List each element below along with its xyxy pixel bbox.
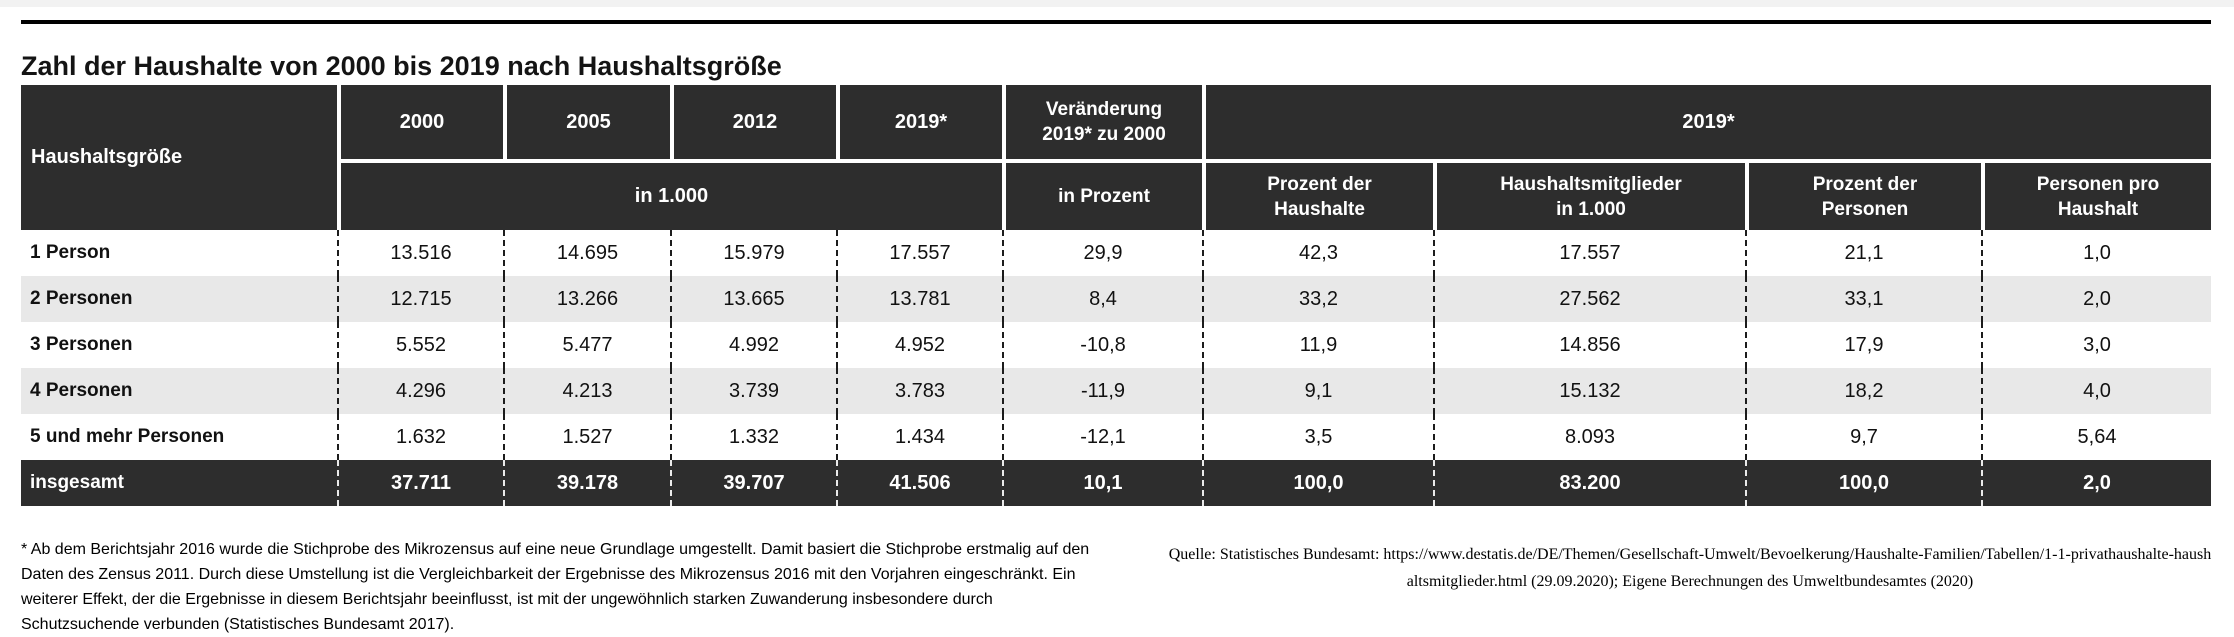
header-personen-pro-haushalt: Personen pro Haushalt	[1981, 163, 2211, 230]
value-cell: 15.979	[670, 230, 836, 276]
value-cell: 13.516	[337, 230, 503, 276]
value-cell: 8.093	[1433, 414, 1745, 460]
header-year-2012: 2012	[670, 85, 836, 159]
row-label: 1 Person	[21, 230, 337, 276]
header-prozent-personen: Prozent der Personen	[1745, 163, 1981, 230]
value-cell: 9,7	[1745, 414, 1981, 460]
header-year-2000: 2000	[337, 85, 503, 159]
value-cell: 5,64	[1981, 414, 2211, 460]
value-cell: 4.952	[836, 322, 1002, 368]
value-cell: 37.711	[337, 460, 503, 506]
value-cell: 17.557	[836, 230, 1002, 276]
value-cell: 4,0	[1981, 368, 2211, 414]
households-table: Haushaltsgröße 2000 2005 2012 2019* Verä…	[21, 85, 2211, 506]
value-cell: 1.434	[836, 414, 1002, 460]
value-cell: 13.781	[836, 276, 1002, 322]
value-cell: 100,0	[1202, 460, 1433, 506]
value-cell: 17,9	[1745, 322, 1981, 368]
value-cell: 4.296	[337, 368, 503, 414]
value-cell: 33,2	[1202, 276, 1433, 322]
top-gray-strip	[0, 0, 2234, 7]
value-cell: 8,4	[1002, 276, 1202, 322]
header-group-2019: 2019*	[1202, 85, 2211, 159]
top-rule	[21, 20, 2211, 24]
value-cell: 3,5	[1202, 414, 1433, 460]
value-cell: 3.739	[670, 368, 836, 414]
value-cell: 33,1	[1745, 276, 1981, 322]
value-cell: 17.557	[1433, 230, 1745, 276]
value-cell: 4.213	[503, 368, 670, 414]
value-cell: 3.783	[836, 368, 1002, 414]
value-cell: 41.506	[836, 460, 1002, 506]
value-cell: 1.527	[503, 414, 670, 460]
value-cell: 4.992	[670, 322, 836, 368]
header-veraenderung: Veränderung 2019* zu 2000	[1002, 85, 1202, 159]
page-title: Zahl der Haushalte von 2000 bis 2019 nac…	[21, 51, 782, 82]
value-cell: 11,9	[1202, 322, 1433, 368]
row-label: insgesamt	[21, 460, 337, 506]
value-cell: 21,1	[1745, 230, 1981, 276]
value-cell: 27.562	[1433, 276, 1745, 322]
value-cell: 10,1	[1002, 460, 1202, 506]
value-cell: 2,0	[1981, 460, 2211, 506]
header-haushaltsgroesse: Haushaltsgröße	[21, 85, 337, 230]
value-cell: 18,2	[1745, 368, 1981, 414]
row-label: 4 Personen	[21, 368, 337, 414]
value-cell: 14.695	[503, 230, 670, 276]
value-cell: 3,0	[1981, 322, 2211, 368]
value-cell: 1.632	[337, 414, 503, 460]
header-year-2019: 2019*	[836, 85, 1002, 159]
value-cell: 39.707	[670, 460, 836, 506]
value-cell: 14.856	[1433, 322, 1745, 368]
value-cell: 1,0	[1981, 230, 2211, 276]
row-label: 3 Personen	[21, 322, 337, 368]
value-cell: -10,8	[1002, 322, 1202, 368]
row-label: 5 und mehr Personen	[21, 414, 337, 460]
header-prozent-haushalte: Prozent der Haushalte	[1202, 163, 1433, 230]
value-cell: -12,1	[1002, 414, 1202, 460]
header-unit-in-prozent: in Prozent	[1002, 163, 1202, 230]
value-cell: 5.477	[503, 322, 670, 368]
header-year-2005: 2005	[503, 85, 670, 159]
value-cell: -11,9	[1002, 368, 1202, 414]
source-note: Quelle: Statistisches Bundesamt: https:/…	[1168, 546, 2212, 590]
footnote: * Ab dem Berichtsjahr 2016 wurde die Sti…	[21, 541, 1090, 633]
table-body: 1 Person 13.516 14.695 15.979 17.557 29,9 42,3…	[21, 230, 2211, 506]
value-cell: 100,0	[1745, 460, 1981, 506]
row-label: 2 Personen	[21, 276, 337, 322]
value-cell: 29,9	[1002, 230, 1202, 276]
header-unit-in-1000: in 1.000	[337, 163, 1002, 230]
value-cell: 1.332	[670, 414, 836, 460]
header-haushaltsmitglieder: Haushaltsmitglieder in 1.000	[1433, 163, 1745, 230]
value-cell: 13.665	[670, 276, 836, 322]
value-cell: 83.200	[1433, 460, 1745, 506]
value-cell: 15.132	[1433, 368, 1745, 414]
value-cell: 39.178	[503, 460, 670, 506]
value-cell: 9,1	[1202, 368, 1433, 414]
value-cell: 42,3	[1202, 230, 1433, 276]
value-cell: 2,0	[1981, 276, 2211, 322]
value-cell: 5.552	[337, 322, 503, 368]
table-header: Haushaltsgröße 2000 2005 2012 2019* Verä…	[21, 85, 2211, 230]
value-cell: 12.715	[337, 276, 503, 322]
value-cell: 13.266	[503, 276, 670, 322]
